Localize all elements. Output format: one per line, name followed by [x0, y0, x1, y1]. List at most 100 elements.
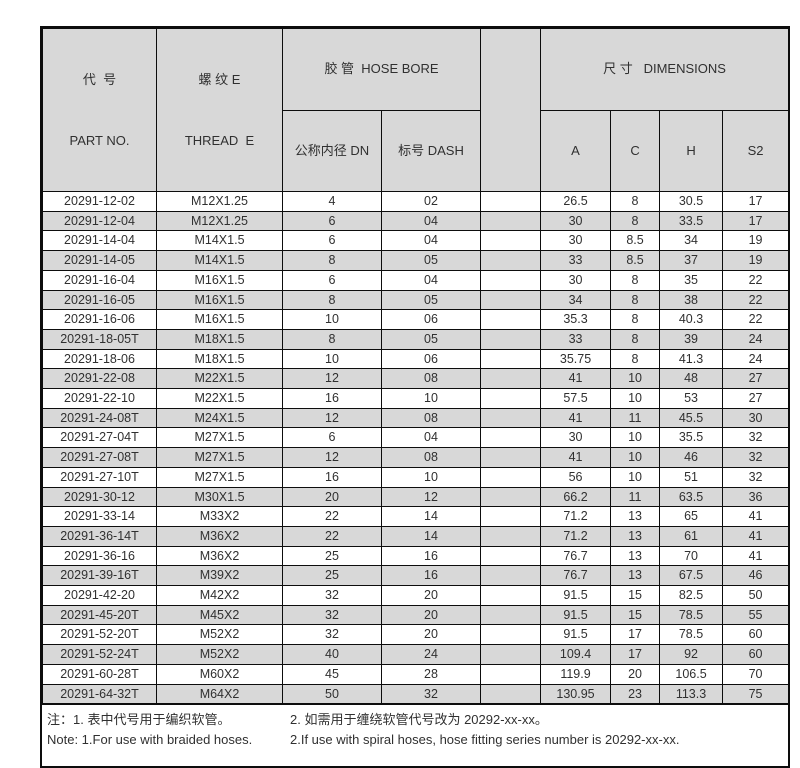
cell-h: 35	[659, 269, 724, 291]
cell-a: 34	[540, 289, 612, 311]
cell-spacer	[480, 525, 542, 547]
table-row: 20291-36-16 M36X2 25 16 76.7 13 70 41	[42, 545, 790, 567]
cell-spacer	[480, 328, 542, 350]
cell-s2: 19	[722, 250, 790, 271]
cell-dash: 20	[380, 585, 482, 606]
cell-dn: 8	[282, 289, 382, 311]
cell-c: 10	[610, 388, 661, 409]
cell-thread: M52X2	[156, 644, 283, 665]
cell-spacer	[480, 427, 542, 449]
cell-a: 109.4	[540, 644, 612, 665]
cell-c: 17	[610, 644, 661, 665]
cell-s2: 22	[722, 289, 790, 311]
cell-dash: 28	[380, 663, 482, 685]
col-header-thread: 螺 纹 E THREAD E	[156, 28, 283, 192]
table-row: 20291-12-04 M12X1.25 6 04 30 8 33.5 17	[42, 210, 790, 232]
cell-dn: 10	[282, 309, 382, 330]
cell-dash: 32	[380, 683, 482, 705]
cell-c: 23	[610, 683, 661, 705]
cell-h: 113.3	[659, 683, 724, 705]
cell-s2: 27	[722, 388, 790, 409]
cell-part-no: 20291-36-16	[42, 545, 157, 567]
cell-thread: M30X1.5	[156, 486, 283, 508]
note-en-2: 2.If use with spiral hoses, hose fitting…	[290, 731, 680, 747]
cell-h: 92	[659, 644, 724, 665]
cell-thread: M16X1.5	[156, 269, 283, 291]
table-row: 20291-16-06 M16X1.5 10 06 35.3 8 40.3 22	[42, 309, 790, 330]
cell-spacer	[480, 289, 542, 311]
col-header-dash: 标号 DASH	[380, 109, 482, 192]
cell-c: 20	[610, 663, 661, 685]
cell-dash: 14	[380, 525, 482, 547]
cell-thread: M18X1.5	[156, 348, 283, 370]
cell-a: 30	[540, 427, 612, 449]
note-en-1: Note: 1.For use with braided hoses.	[47, 731, 253, 747]
cell-h: 63.5	[659, 486, 724, 508]
cell-part-no: 20291-60-28T	[42, 663, 157, 685]
cell-dash: 04	[380, 230, 482, 252]
cell-spacer	[480, 506, 542, 527]
cell-dash: 02	[380, 191, 482, 212]
cell-a: 91.5	[540, 604, 612, 626]
table-body: 20291-12-02 M12X1.25 4 02 26.5 8 30.5 17 20291-1…	[42, 191, 790, 705]
cell-c: 11	[610, 486, 661, 508]
cell-a: 57.5	[540, 388, 612, 409]
table-row: 20291-27-08T M27X1.5 12 08 41 10 46 32	[42, 447, 790, 468]
cell-part-no: 20291-22-10	[42, 388, 157, 409]
cell-thread: M42X2	[156, 585, 283, 606]
cell-part-no: 20291-24-08T	[42, 407, 157, 429]
cell-h: 106.5	[659, 663, 724, 685]
cell-s2: 41	[722, 545, 790, 567]
cell-s2: 50	[722, 585, 790, 606]
cell-part-no: 20291-16-04	[42, 269, 157, 291]
cell-spacer	[480, 348, 542, 370]
table-row: 20291-18-06 M18X1.5 10 06 35.75 8 41.3 24	[42, 348, 790, 370]
cell-part-no: 20291-64-32T	[42, 683, 157, 705]
cell-dn: 16	[282, 388, 382, 409]
cell-a: 130.95	[540, 683, 612, 705]
table-row: 20291-16-05 M16X1.5 8 05 34 8 38 22	[42, 289, 790, 311]
table-row: 20291-52-24T M52X2 40 24 109.4 17 92 60	[42, 644, 790, 665]
cell-spacer	[480, 604, 542, 626]
cell-thread: M18X1.5	[156, 328, 283, 350]
cell-a: 91.5	[540, 585, 612, 606]
col-header-h: H	[659, 109, 724, 192]
cell-dash: 14	[380, 506, 482, 527]
cell-h: 78.5	[659, 624, 724, 646]
cell-thread: M33X2	[156, 506, 283, 527]
cell-dn: 20	[282, 486, 382, 508]
cell-s2: 32	[722, 427, 790, 449]
cell-dash: 05	[380, 250, 482, 271]
col-header-thread-en: THREAD E	[184, 133, 255, 148]
table-row: 20291-12-02 M12X1.25 4 02 26.5 8 30.5 17	[42, 191, 790, 212]
cell-c: 8	[610, 191, 661, 212]
cell-c: 8	[610, 309, 661, 330]
cell-dn: 32	[282, 585, 382, 606]
cell-a: 30	[540, 269, 612, 291]
cell-c: 13	[610, 525, 661, 547]
cell-c: 8.5	[610, 250, 661, 271]
notes-section: 注：1. 表中代号用于编织软管。 2. 如需用于缠绕软管代号改为 20292-x…	[42, 704, 788, 767]
cell-s2: 41	[722, 506, 790, 527]
cell-s2: 22	[722, 309, 790, 330]
cell-dn: 25	[282, 565, 382, 587]
cell-dash: 20	[380, 604, 482, 626]
cell-dash: 05	[380, 328, 482, 350]
cell-h: 82.5	[659, 585, 724, 606]
cell-dn: 32	[282, 624, 382, 646]
cell-s2: 46	[722, 565, 790, 587]
cell-a: 76.7	[540, 565, 612, 587]
table-row: 20291-45-20T M45X2 32 20 91.5 15 78.5 55	[42, 604, 790, 626]
cell-dn: 10	[282, 348, 382, 370]
col-header-thread-cn: 螺 纹 E	[198, 72, 241, 87]
cell-a: 33	[540, 250, 612, 271]
table-row: 20291-22-10 M22X1.5 16 10 57.5 10 53 27	[42, 388, 790, 409]
cell-part-no: 20291-27-10T	[42, 466, 157, 488]
cell-h: 34	[659, 230, 724, 252]
cell-dn: 12	[282, 368, 382, 390]
cell-spacer	[480, 644, 542, 665]
cell-s2: 22	[722, 269, 790, 291]
cell-c: 8	[610, 328, 661, 350]
cell-part-no: 20291-27-08T	[42, 447, 157, 468]
cell-s2: 75	[722, 683, 790, 705]
